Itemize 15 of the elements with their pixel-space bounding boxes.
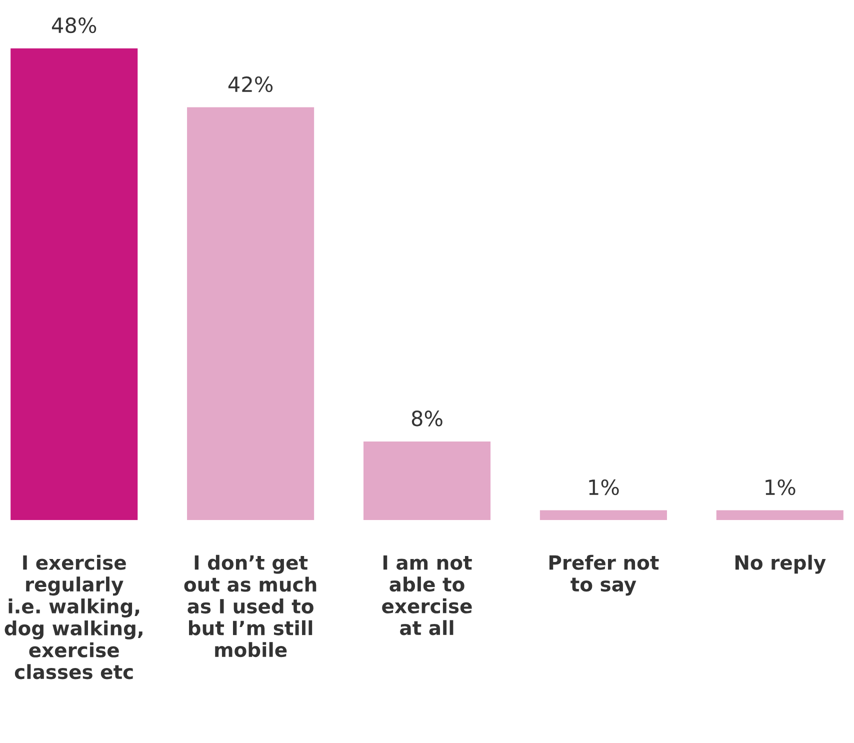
x-tick-label: No reply xyxy=(735,554,826,574)
x-tick-label: I am not able to exercise at all xyxy=(382,555,472,636)
x-tick-label: I don’t get out as much as I used to but I’m still mobile xyxy=(184,554,316,658)
data-label: 1% xyxy=(766,479,796,496)
bar xyxy=(10,48,138,520)
bar xyxy=(363,441,491,520)
data-label: 48% xyxy=(52,17,96,34)
x-tick-label: I exercise regularly i.e. walking, dog walking, exercise classes etc xyxy=(4,554,142,680)
data-label: 42% xyxy=(228,76,273,92)
x-tick-label: Prefer not to say xyxy=(549,554,659,596)
bar xyxy=(187,107,314,520)
bar xyxy=(540,510,667,520)
data-label: 8% xyxy=(412,410,442,426)
data-label: 1% xyxy=(589,479,619,496)
bar xyxy=(716,510,844,520)
